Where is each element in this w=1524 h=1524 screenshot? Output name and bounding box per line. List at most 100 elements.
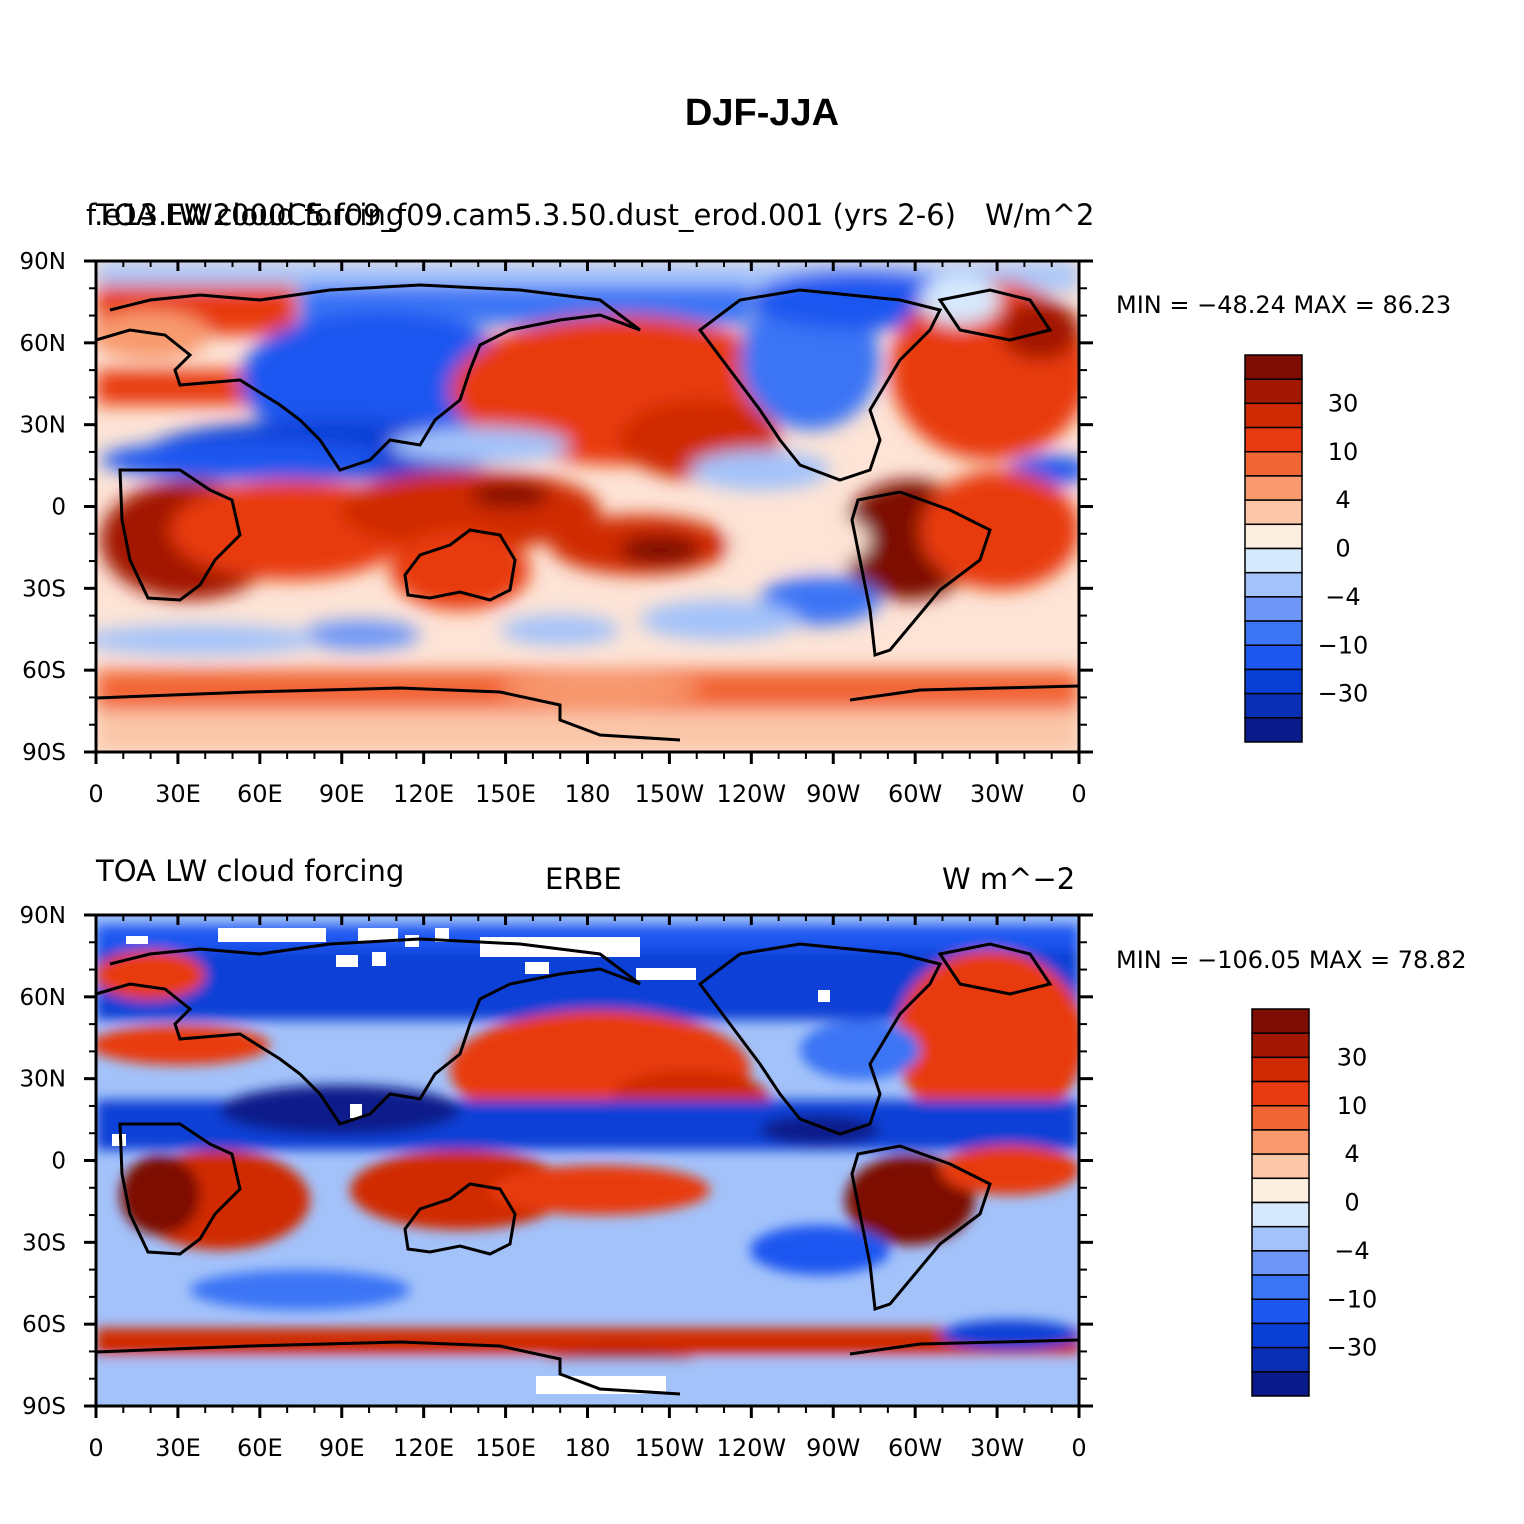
bottom-x-tick-label: 90E xyxy=(319,1434,365,1462)
bottom-colorbar-box xyxy=(1251,1129,1310,1155)
bottom-colorbar-box xyxy=(1251,1080,1310,1107)
top-colorbar-label: 10 xyxy=(1328,438,1359,466)
top-colorbar-box xyxy=(1244,717,1303,743)
top-x-tick-label: 60E xyxy=(237,780,283,808)
top-colorbar-box xyxy=(1244,571,1303,598)
top-map-coastlines xyxy=(96,283,1079,742)
bottom-y-tick-label: 60S xyxy=(22,1312,66,1338)
top-x-tick-label: 90E xyxy=(319,780,365,808)
coast-north-america xyxy=(697,288,943,482)
top-colorbar-label: 4 xyxy=(1335,486,1350,514)
bottom-panel-left-title: TOA LW cloud forcing xyxy=(96,854,405,888)
top-colorbar-label: −4 xyxy=(1325,583,1360,611)
bottom-colorbar-label: −30 xyxy=(1327,1334,1378,1362)
bottom-x-tick-label: 150E xyxy=(475,1434,536,1462)
top-x-tick-label: 120E xyxy=(393,780,454,808)
bottom-map-coastlines xyxy=(96,937,1079,1396)
coast-australia xyxy=(403,1182,517,1256)
bottom-panel-center-title: ERBE xyxy=(545,862,622,896)
top-colorbar-label: −30 xyxy=(1318,680,1369,708)
bottom-x-tick-label: 60E xyxy=(237,1434,283,1462)
bottom-x-tick-label: 0 xyxy=(88,1434,103,1462)
top-colorbar-box xyxy=(1244,692,1303,719)
bottom-colorbar-box xyxy=(1251,1225,1310,1252)
bottom-colorbar-box xyxy=(1251,1346,1310,1373)
bottom-y-tick-label: 90N xyxy=(20,903,66,929)
bottom-colorbar-label: 30 xyxy=(1337,1043,1368,1071)
bottom-x-tick-label: 180 xyxy=(565,1434,611,1462)
bottom-colorbar-box xyxy=(1251,1298,1310,1325)
bottom-colorbar-box xyxy=(1251,1322,1310,1349)
top-y-tick-label: 0 xyxy=(51,495,66,521)
bottom-y-tick-label: 30N xyxy=(20,1067,66,1093)
top-map-field xyxy=(96,261,1079,752)
top-colorbar-box xyxy=(1244,547,1303,574)
top-y-tick-label: 60S xyxy=(22,658,66,684)
bottom-panel-stats: MIN = −106.05 MAX = 78.82 xyxy=(1116,946,1467,974)
bottom-x-tick-label: 30E xyxy=(155,1434,201,1462)
bottom-colorbar-label: −4 xyxy=(1334,1237,1369,1265)
top-colorbar-box xyxy=(1244,596,1303,622)
top-x-tick-label: 180 xyxy=(565,780,611,808)
top-x-tick-label: 60W xyxy=(888,780,942,808)
bottom-x-tick-label: 30W xyxy=(970,1434,1024,1462)
bottom-colorbar-box xyxy=(1251,1250,1310,1276)
bottom-colorbar-label: 4 xyxy=(1344,1140,1359,1168)
coast-antarctica xyxy=(96,684,1079,742)
bottom-x-tick-label: 150W xyxy=(635,1434,705,1462)
bottom-map-field xyxy=(96,915,1079,1406)
top-colorbar-box xyxy=(1244,668,1303,695)
coast-greenland xyxy=(937,288,1053,342)
top-colorbar-box xyxy=(1244,378,1303,405)
top-y-tick-label: 60N xyxy=(20,331,66,357)
top-colorbar-label: −10 xyxy=(1318,631,1369,659)
top-colorbar-box xyxy=(1244,426,1303,453)
bottom-x-tick-label: 60W xyxy=(888,1434,942,1462)
top-x-tick-label: 0 xyxy=(88,780,103,808)
top-x-tick-label: 150E xyxy=(475,780,536,808)
bottom-y-tick-label: 0 xyxy=(51,1149,66,1175)
top-x-tick-label: 30E xyxy=(155,780,201,808)
top-colorbar-label: 0 xyxy=(1335,535,1350,563)
coast-africa xyxy=(118,1122,242,1256)
top-x-tick-label: 30W xyxy=(970,780,1024,808)
coast-south-america xyxy=(850,1144,992,1312)
bottom-x-tick-label: 120E xyxy=(393,1434,454,1462)
bottom-x-tick-label: 120W xyxy=(717,1434,787,1462)
bottom-colorbar-box xyxy=(1251,1105,1310,1131)
bottom-colorbar-label: 10 xyxy=(1337,1092,1368,1120)
top-y-tick-label: 90N xyxy=(20,249,66,275)
coast-north-america xyxy=(697,942,943,1136)
bottom-colorbar-label: −10 xyxy=(1327,1285,1378,1313)
coast-antarctica xyxy=(96,1338,1079,1396)
top-panel-stats: MIN = −48.24 MAX = 86.23 xyxy=(1116,291,1452,319)
coast-eurasia xyxy=(96,937,641,1126)
top-colorbar-label: 30 xyxy=(1328,389,1359,417)
bottom-colorbar-box xyxy=(1251,1371,1310,1397)
top-colorbar-box xyxy=(1244,475,1303,501)
top-x-tick-label: 120W xyxy=(717,780,787,808)
top-x-tick-label: 150W xyxy=(635,780,705,808)
top-colorbar-box xyxy=(1244,499,1303,526)
bottom-x-tick-label: 90W xyxy=(806,1434,860,1462)
bottom-colorbar-box xyxy=(1251,1008,1310,1034)
top-y-tick-label: 90S xyxy=(22,740,66,766)
top-x-tick-label: 90W xyxy=(806,780,860,808)
top-colorbar-box xyxy=(1244,402,1303,429)
top-colorbar-box xyxy=(1244,451,1303,477)
bottom-y-tick-label: 90S xyxy=(22,1394,66,1420)
top-panel-center-title: f.e13.FW2000C5.f09_f09.cam5.3.50.dust_er… xyxy=(86,198,956,232)
bottom-colorbar-box xyxy=(1251,1274,1310,1300)
bottom-colorbar-box xyxy=(1251,1153,1310,1180)
bottom-colorbar-box xyxy=(1251,1056,1310,1083)
bottom-colorbar-box xyxy=(1251,1177,1310,1204)
bottom-colorbar-box xyxy=(1251,1032,1310,1059)
bottom-y-tick-label: 60N xyxy=(20,985,66,1011)
top-colorbar-box xyxy=(1244,644,1303,671)
top-panel-right-title: W/m^2 xyxy=(985,198,1095,232)
top-x-tick-label: 0 xyxy=(1071,780,1086,808)
bottom-x-tick-label: 0 xyxy=(1071,1434,1086,1462)
bottom-panel-right-title: W m^−2 xyxy=(942,862,1076,896)
top-colorbar-box xyxy=(1244,354,1303,380)
coast-greenland xyxy=(937,942,1053,996)
